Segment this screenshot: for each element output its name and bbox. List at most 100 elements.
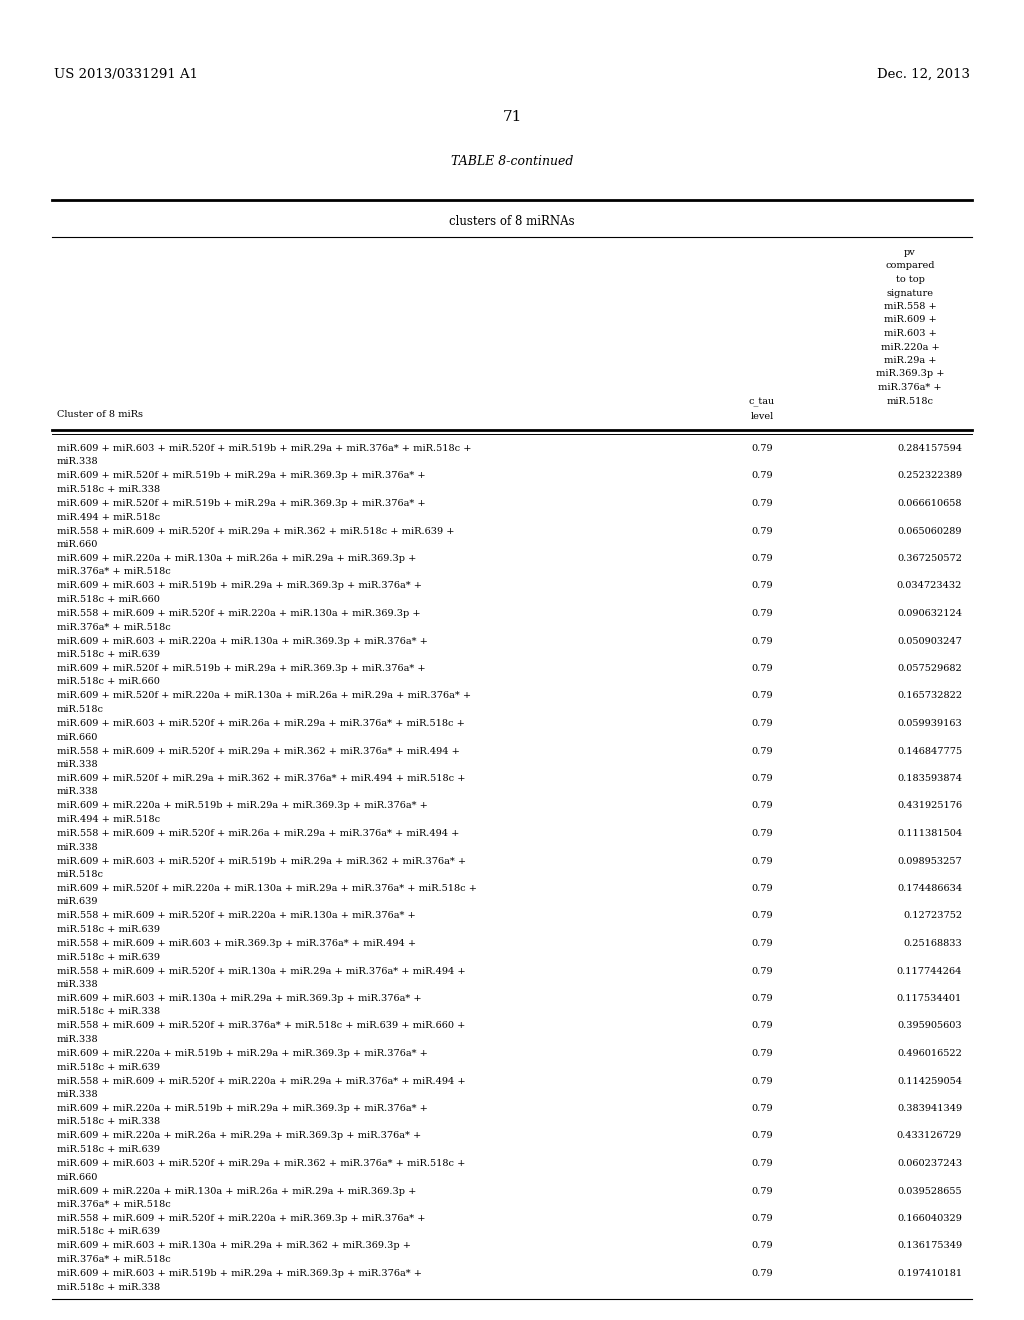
Text: miR.338: miR.338: [57, 1035, 98, 1044]
Text: 0.197410181: 0.197410181: [897, 1269, 962, 1278]
Text: US 2013/0331291 A1: US 2013/0331291 A1: [54, 69, 198, 81]
Text: miR.609 + miR.220a + miR.130a + miR.26a + miR.29a + miR.369.3p +: miR.609 + miR.220a + miR.130a + miR.26a …: [57, 554, 417, 564]
Text: miR.558 + miR.609 + miR.520f + miR.220a + miR.130a + miR.369.3p +: miR.558 + miR.609 + miR.520f + miR.220a …: [57, 609, 421, 618]
Text: c_tau: c_tau: [749, 399, 775, 407]
Text: 0.79: 0.79: [752, 1269, 773, 1278]
Text: miR.338: miR.338: [57, 1090, 98, 1100]
Text: miR.609 + miR.220a + miR.26a + miR.29a + miR.369.3p + miR.376a* +: miR.609 + miR.220a + miR.26a + miR.29a +…: [57, 1131, 421, 1140]
Text: 0.79: 0.79: [752, 554, 773, 564]
Text: miR.609 + miR.603 + miR.220a + miR.130a + miR.369.3p + miR.376a* +: miR.609 + miR.603 + miR.220a + miR.130a …: [57, 636, 428, 645]
Text: 0.165732822: 0.165732822: [897, 692, 962, 701]
Text: 0.060237243: 0.060237243: [897, 1159, 962, 1168]
Text: miR.609 + miR.603 + miR.130a + miR.29a + miR.369.3p + miR.376a* +: miR.609 + miR.603 + miR.130a + miR.29a +…: [57, 994, 422, 1003]
Text: level: level: [751, 412, 773, 421]
Text: miR.338: miR.338: [57, 760, 98, 770]
Text: 0.034723432: 0.034723432: [897, 582, 962, 590]
Text: miR.609 + miR.603 + miR.519b + miR.29a + miR.369.3p + miR.376a* +: miR.609 + miR.603 + miR.519b + miR.29a +…: [57, 1269, 422, 1278]
Text: 0.114259054: 0.114259054: [897, 1077, 962, 1085]
Text: 0.12723752: 0.12723752: [903, 912, 962, 920]
Text: 0.433126729: 0.433126729: [897, 1131, 962, 1140]
Text: 0.183593874: 0.183593874: [897, 774, 962, 783]
Text: 71: 71: [503, 110, 521, 124]
Text: miR.609 + miR.603 + miR.520f + miR.519b + miR.29a + miR.376a* + miR.518c +: miR.609 + miR.603 + miR.520f + miR.519b …: [57, 444, 471, 453]
Text: miR.609 + miR.603 + miR.130a + miR.29a + miR.362 + miR.369.3p +: miR.609 + miR.603 + miR.130a + miR.29a +…: [57, 1242, 411, 1250]
Text: to top: to top: [896, 275, 925, 284]
Text: 0.059939163: 0.059939163: [897, 719, 962, 729]
Text: 0.79: 0.79: [752, 1077, 773, 1085]
Text: 0.79: 0.79: [752, 884, 773, 894]
Text: 0.111381504: 0.111381504: [897, 829, 962, 838]
Text: 0.79: 0.79: [752, 1187, 773, 1196]
Text: 0.146847775: 0.146847775: [897, 747, 962, 755]
Text: 0.79: 0.79: [752, 966, 773, 975]
Text: 0.79: 0.79: [752, 499, 773, 508]
Text: miR.376a* + miR.518c: miR.376a* + miR.518c: [57, 568, 171, 577]
Text: miR.609 + miR.520f + miR.29a + miR.362 + miR.376a* + miR.494 + miR.518c +: miR.609 + miR.520f + miR.29a + miR.362 +…: [57, 774, 466, 783]
Text: 0.252322389: 0.252322389: [897, 471, 962, 480]
Text: miR.558 +: miR.558 +: [884, 302, 936, 312]
Text: miR.558 + miR.609 + miR.520f + miR.26a + miR.29a + miR.376a* + miR.494 +: miR.558 + miR.609 + miR.520f + miR.26a +…: [57, 829, 460, 838]
Text: miR.558 + miR.609 + miR.520f + miR.220a + miR.130a + miR.376a* +: miR.558 + miR.609 + miR.520f + miR.220a …: [57, 912, 416, 920]
Text: miR.338: miR.338: [57, 788, 98, 796]
Text: 0.057529682: 0.057529682: [897, 664, 962, 673]
Text: 0.090632124: 0.090632124: [897, 609, 962, 618]
Text: 0.79: 0.79: [752, 1214, 773, 1224]
Text: 0.496016522: 0.496016522: [897, 1049, 962, 1059]
Text: 0.79: 0.79: [752, 994, 773, 1003]
Text: 0.79: 0.79: [752, 912, 773, 920]
Text: 0.79: 0.79: [752, 1242, 773, 1250]
Text: 0.065060289: 0.065060289: [897, 527, 962, 536]
Text: miR.376a* + miR.518c: miR.376a* + miR.518c: [57, 1255, 171, 1265]
Text: 0.79: 0.79: [752, 609, 773, 618]
Text: miR.376a* +: miR.376a* +: [879, 383, 942, 392]
Text: miR.558 + miR.609 + miR.520f + miR.29a + miR.362 + miR.518c + miR.639 +: miR.558 + miR.609 + miR.520f + miR.29a +…: [57, 527, 455, 536]
Text: miR.338: miR.338: [57, 842, 98, 851]
Text: 0.79: 0.79: [752, 1049, 773, 1059]
Text: 0.25168833: 0.25168833: [903, 939, 962, 948]
Text: miR.338: miR.338: [57, 979, 98, 989]
Text: miR.494 + miR.518c: miR.494 + miR.518c: [57, 814, 160, 824]
Text: Cluster of 8 miRs: Cluster of 8 miRs: [57, 411, 143, 418]
Text: miR.609 + miR.520f + miR.220a + miR.130a + miR.26a + miR.29a + miR.376a* +: miR.609 + miR.520f + miR.220a + miR.130a…: [57, 692, 471, 701]
Text: miR.558 + miR.609 + miR.603 + miR.369.3p + miR.376a* + miR.494 +: miR.558 + miR.609 + miR.603 + miR.369.3p…: [57, 939, 416, 948]
Text: miR.609 + miR.603 + miR.520f + miR.519b + miR.29a + miR.362 + miR.376a* +: miR.609 + miR.603 + miR.520f + miR.519b …: [57, 857, 466, 866]
Text: 0.050903247: 0.050903247: [897, 636, 962, 645]
Text: 0.431925176: 0.431925176: [897, 801, 962, 810]
Text: miR.220a +: miR.220a +: [881, 342, 939, 351]
Text: miR.518c + miR.338: miR.518c + miR.338: [57, 484, 160, 494]
Text: 0.395905603: 0.395905603: [897, 1022, 962, 1031]
Text: miR.609 + miR.603 + miR.520f + miR.26a + miR.29a + miR.376a* + miR.518c +: miR.609 + miR.603 + miR.520f + miR.26a +…: [57, 719, 465, 729]
Text: miR.660: miR.660: [57, 540, 98, 549]
Text: miR.518c + miR.338: miR.518c + miR.338: [57, 1007, 160, 1016]
Text: 0.383941349: 0.383941349: [897, 1104, 962, 1113]
Text: 0.79: 0.79: [752, 1022, 773, 1031]
Text: miR.376a* + miR.518c: miR.376a* + miR.518c: [57, 623, 171, 631]
Text: miR.518c + miR.660: miR.518c + miR.660: [57, 677, 160, 686]
Text: miR.518c + miR.338: miR.518c + miR.338: [57, 1283, 160, 1291]
Text: 0.166040329: 0.166040329: [897, 1214, 962, 1224]
Text: miR.518c + miR.338: miR.518c + miR.338: [57, 1118, 160, 1126]
Text: 0.79: 0.79: [752, 801, 773, 810]
Text: miR.518c + miR.639: miR.518c + miR.639: [57, 953, 160, 961]
Text: 0.284157594: 0.284157594: [897, 444, 962, 453]
Text: 0.79: 0.79: [752, 939, 773, 948]
Text: miR.609 + miR.220a + miR.519b + miR.29a + miR.369.3p + miR.376a* +: miR.609 + miR.220a + miR.519b + miR.29a …: [57, 801, 428, 810]
Text: miR.609 + miR.220a + miR.130a + miR.26a + miR.29a + miR.369.3p +: miR.609 + miR.220a + miR.130a + miR.26a …: [57, 1187, 417, 1196]
Text: miR.518c + miR.639: miR.518c + miR.639: [57, 1063, 160, 1072]
Text: TABLE 8-continued: TABLE 8-continued: [451, 154, 573, 168]
Text: 0.174486634: 0.174486634: [897, 884, 962, 894]
Text: 0.098953257: 0.098953257: [897, 857, 962, 866]
Text: miR.558 + miR.609 + miR.520f + miR.130a + miR.29a + miR.376a* + miR.494 +: miR.558 + miR.609 + miR.520f + miR.130a …: [57, 966, 466, 975]
Text: miR.609 + miR.220a + miR.519b + miR.29a + miR.369.3p + miR.376a* +: miR.609 + miR.220a + miR.519b + miR.29a …: [57, 1104, 428, 1113]
Text: miR.609 + miR.220a + miR.519b + miR.29a + miR.369.3p + miR.376a* +: miR.609 + miR.220a + miR.519b + miR.29a …: [57, 1049, 428, 1059]
Text: miR.338: miR.338: [57, 458, 98, 466]
Text: miR.609 +: miR.609 +: [884, 315, 936, 325]
Text: 0.79: 0.79: [752, 719, 773, 729]
Text: 0.79: 0.79: [752, 747, 773, 755]
Text: pv: pv: [904, 248, 915, 257]
Text: miR.609 + miR.520f + miR.220a + miR.130a + miR.29a + miR.376a* + miR.518c +: miR.609 + miR.520f + miR.220a + miR.130a…: [57, 884, 477, 894]
Text: miR.558 + miR.609 + miR.520f + miR.29a + miR.362 + miR.376a* + miR.494 +: miR.558 + miR.609 + miR.520f + miR.29a +…: [57, 747, 460, 755]
Text: 0.367250572: 0.367250572: [897, 554, 962, 564]
Text: 0.117744264: 0.117744264: [897, 966, 962, 975]
Text: miR.376a* + miR.518c: miR.376a* + miR.518c: [57, 1200, 171, 1209]
